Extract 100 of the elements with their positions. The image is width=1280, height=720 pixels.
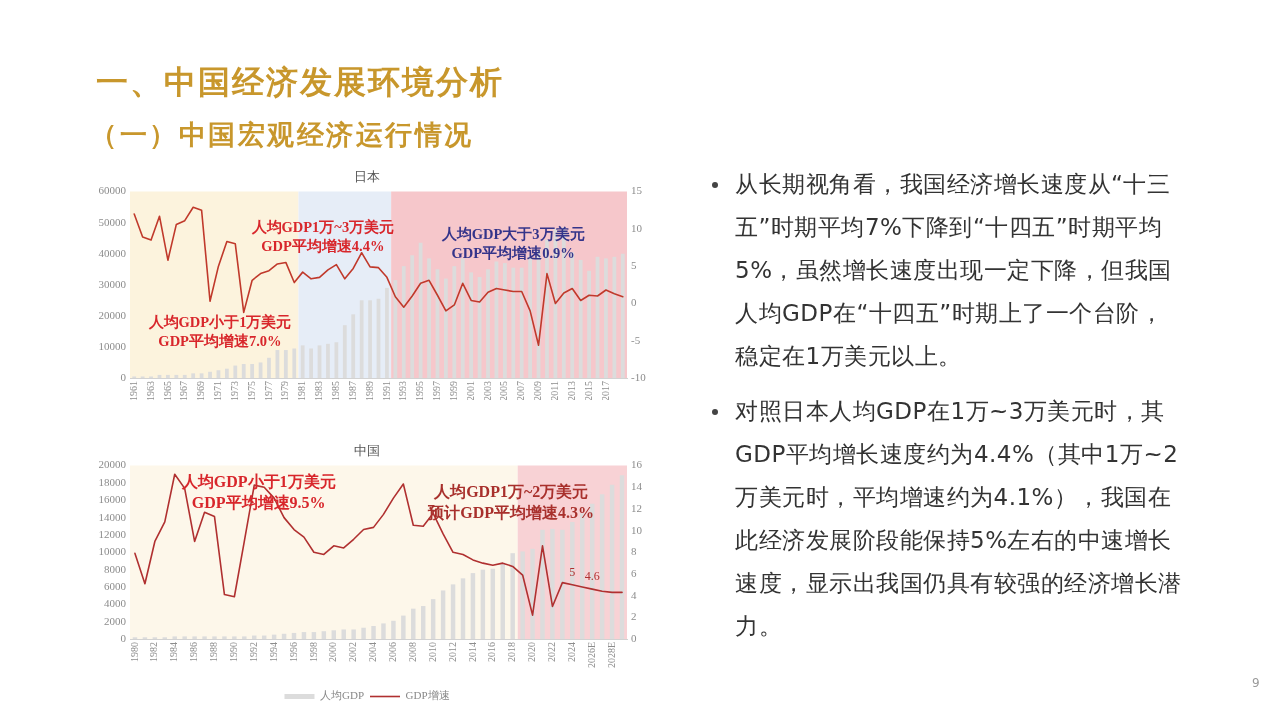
y-tick-label: 12000 [98,527,127,540]
x-tick-label: 1988 [208,642,220,662]
x-tick-label: 1999 [447,381,459,401]
x-tick-label: 1994 [267,642,279,662]
y2-tick-label: 10 [631,523,643,536]
x-tick-label: 2028E [605,642,617,669]
x-tick-label: 2018 [506,642,518,662]
x-tick-label: 1998 [307,642,319,662]
x-tick-label: 2016 [486,642,498,662]
y2-tick-label: 8 [631,545,637,558]
x-tick-label: 2003 [481,381,493,401]
x-tick-label: 2024 [565,642,577,662]
x-tick-label: 2002 [347,642,359,662]
y2-tick-label: 12 [631,501,642,514]
x-tick-label: 1985 [330,381,342,401]
y2-tick-label: 4 [631,588,637,601]
y-tick-label: 0 [120,370,127,383]
x-tick-label: 1986 [188,642,200,662]
y2-tick-label: -5 [631,333,641,346]
x-tick-label: 2010 [426,642,438,662]
band-label: 人均GDP小于1万美元GDP平均增速7.0% [147,312,292,349]
chart-title: 中国 [354,443,380,459]
x-tick-label: 1961 [127,381,139,401]
x-tick-label: 1987 [346,381,358,401]
x-tick-label: 1963 [144,381,156,401]
y2-tick-label: 16 [631,458,643,471]
data-label: 4.6 [584,569,600,584]
y-tick-label: 2000 [104,614,127,627]
x-tick-label: 1989 [363,381,375,401]
y2-tick-label: 0 [631,631,637,644]
x-tick-label: 1997 [431,381,443,401]
y-tick-label: 10000 [98,545,127,558]
x-tick-label: 2026E [585,642,597,669]
x-tick-label: 2011 [549,381,561,401]
x-tick-label: 1981 [296,381,308,401]
y2-tick-label: 14 [631,480,643,493]
legend-label: GDP增速 [405,689,450,702]
text: 对照日本人均GDP在1万~3万美元时，其GDP平均增长速度约为4.4%（其中1万~2万美元时，平均增速约为4.1%），我国在此经济发展阶段能保持5%左右的中速增长速度，显示出我国仍具有较强的经济增长潜力。 [735,398,1182,639]
y2-tick-label: 6 [631,566,637,579]
x-tick-label: 2004 [367,642,379,662]
x-tick-label: 2001 [464,381,476,401]
x-tick-label: 2009 [532,381,544,401]
y-tick-label: 14000 [98,510,127,523]
x-tick-label: 1995 [414,381,426,401]
y-tick-label: 18000 [98,475,127,488]
text: 一、中国经济发展环境分析 [96,62,505,103]
band-label: 人均GDP1万~2万美元预计GDP平均增速4.3% [427,481,595,521]
x-tick-label: 2006 [387,642,399,662]
x-tick-label: 2008 [406,642,418,662]
x-tick-label: 1971 [212,381,224,401]
y2-tick-label: 15 [631,184,643,197]
y-tick-label: 6000 [104,579,127,592]
x-tick-label: 2005 [498,381,510,401]
y-tick-label: 8000 [104,562,127,575]
x-tick-label: 2017 [599,381,611,401]
x-tick-label: 2012 [446,642,458,662]
y-tick-label: 10000 [98,339,127,352]
x-tick-label: 2020 [526,642,538,662]
x-tick-label: 1967 [178,381,190,401]
x-tick-label: 1969 [195,381,207,401]
text: 9 [1252,676,1260,690]
x-tick-label: 2022 [546,642,558,662]
x-tick-label: 1993 [397,381,409,401]
data-label: 5 [569,564,576,579]
x-tick-label: 1992 [247,642,259,662]
x-tick-label: 1979 [279,381,291,401]
x-tick-label: 2013 [565,381,577,401]
x-tick-label: 1991 [380,381,392,401]
y-tick-label: 20000 [98,308,127,321]
y2-tick-label: 2 [631,610,637,623]
band-label: 人均GDP大于3万美元GDP平均增速0.9% [440,224,585,261]
x-tick-label: 1983 [313,381,325,401]
y-tick-label: 40000 [98,246,127,259]
y-tick-label: 30000 [98,277,127,290]
y2-tick-label: 0 [631,296,637,309]
x-tick-label: 2014 [466,642,478,662]
x-tick-label: 1984 [168,642,180,662]
y-tick-label: 20000 [98,458,127,471]
x-tick-label: 1980 [128,642,140,662]
x-tick-label: 1975 [245,381,257,401]
y-tick-label: 50000 [98,215,127,228]
x-tick-label: 2007 [515,381,527,401]
y2-tick-label: 10 [631,221,643,234]
x-tick-label: 1977 [262,381,274,401]
x-tick-label: 1990 [227,642,239,662]
chart-title: 日本 [354,169,380,185]
x-tick-label: 2000 [327,642,339,662]
x-tick-label: 1996 [287,642,299,662]
text: 从长期视角看，我国经济增长速度从“十三五”时期平均7%下降到“十四五”时期平均5%，虽然增长速度出现一定下降，但我国人均GDP在“十四五”时期上了一个台阶，稳定在1万美元以上。 [735,171,1172,369]
x-tick-label: 1965 [161,381,173,401]
y2-tick-label: 5 [631,259,637,272]
y-tick-label: 16000 [98,493,127,506]
y2-tick-label: -10 [631,370,647,383]
y-tick-label: 60000 [98,184,127,197]
band-label: 人均GDP1万~3万美元GDP平均增速4.4% [250,218,395,255]
x-tick-label: 1982 [148,642,160,662]
text: （一）中国宏观经济运行情况 [90,118,475,152]
x-tick-label: 1973 [228,381,240,401]
x-tick-label: 2015 [582,381,594,401]
legend-label: 人均GDP [319,689,365,702]
